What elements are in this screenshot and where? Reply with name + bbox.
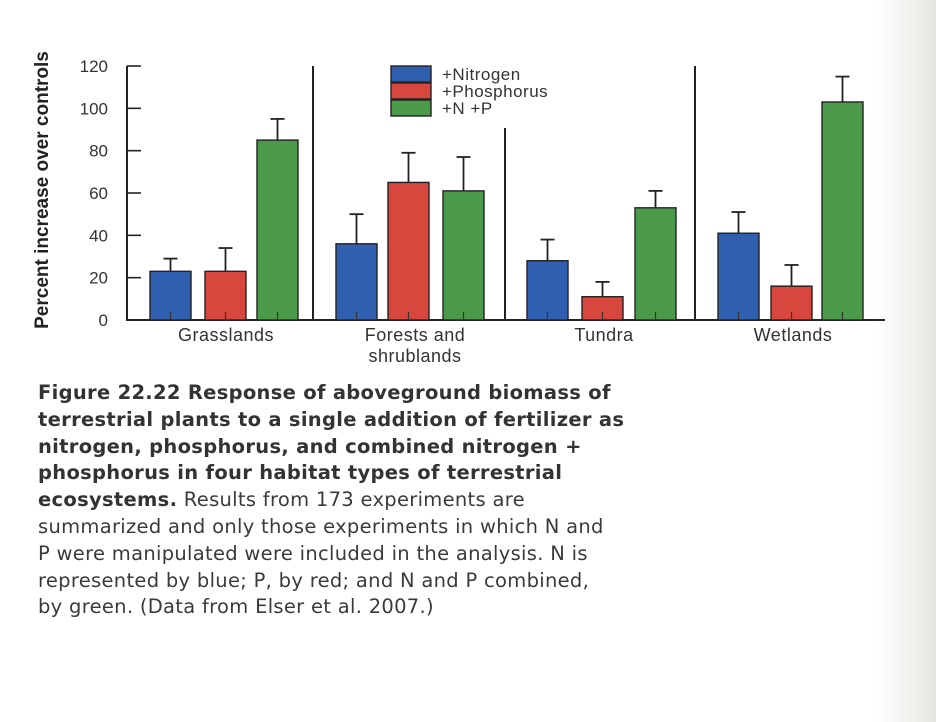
legend: +Nitrogen+Phosphorus+N +P bbox=[390, 65, 548, 118]
caption-line-6: summarized and only those experiments in… bbox=[38, 514, 604, 538]
caption-line-1: Figure 22.22 Response of aboveground bio… bbox=[38, 381, 611, 404]
habitat-dividers bbox=[312, 66, 696, 320]
y-tick-label: 20 bbox=[89, 269, 108, 288]
x-category-label: Forests and bbox=[365, 325, 466, 345]
bar-forests-0 bbox=[335, 213, 378, 321]
bar-forests-1 bbox=[387, 151, 430, 321]
page-edge-shadow bbox=[876, 0, 936, 722]
y-tick-label: 0 bbox=[99, 311, 108, 330]
caption-line-2: terrestrial plants to a single addition … bbox=[38, 407, 625, 431]
x-category-label: Wetlands bbox=[754, 325, 833, 345]
caption-line-5: ecosystems. Results from 173 experiments… bbox=[38, 488, 525, 512]
bars bbox=[149, 75, 864, 321]
y-tick-label: 40 bbox=[89, 226, 108, 245]
bar-grasslands-1 bbox=[204, 247, 247, 321]
bar-wetlands-0 bbox=[717, 211, 760, 321]
x-category-label: Tundra bbox=[574, 325, 634, 345]
bar-tundra-2 bbox=[634, 189, 677, 321]
bar-wetlands-1 bbox=[770, 264, 813, 321]
caption-line-4: phosphorus in four habitat types of terr… bbox=[38, 461, 563, 485]
y-tick-label: 100 bbox=[80, 99, 108, 118]
figure-caption: Figure 22.22 Response of aboveground bio… bbox=[38, 380, 838, 621]
x-category-label: shrublands bbox=[368, 346, 461, 366]
bar-forests-2 bbox=[442, 156, 485, 321]
caption-line-3: nitrogen, phosphorus, and combined nitro… bbox=[38, 434, 582, 458]
y-axis-label: Percent increase over controls bbox=[32, 51, 53, 329]
y-tick-label: 60 bbox=[89, 184, 108, 203]
caption-line-8: represented by blue; P, by red; and N an… bbox=[38, 568, 590, 592]
legend-label: +Nitrogen bbox=[442, 65, 521, 84]
bar-grasslands-2 bbox=[256, 118, 299, 321]
bar-tundra-1 bbox=[581, 280, 624, 321]
bar-grasslands-0 bbox=[149, 257, 192, 321]
y-tick-label: 80 bbox=[89, 142, 108, 161]
y-tick-label: 120 bbox=[80, 57, 108, 76]
caption-line-7: P were manipulated were included in the … bbox=[38, 541, 588, 565]
caption-line-9: by green. (Data from Elser et al. 2007.) bbox=[38, 595, 434, 619]
bar-tundra-0 bbox=[526, 238, 569, 321]
bar-chart: 0 20 40 60 80 100 120 Grasslands Forests andshr… bbox=[32, 51, 885, 366]
legend-label: +Phosphorus bbox=[442, 82, 548, 101]
x-category-label: Grasslands bbox=[178, 325, 274, 345]
bar-wetlands-2 bbox=[821, 75, 864, 321]
legend-label: +N +P bbox=[442, 99, 493, 118]
figure-label: Figure 22.22 bbox=[38, 381, 181, 404]
